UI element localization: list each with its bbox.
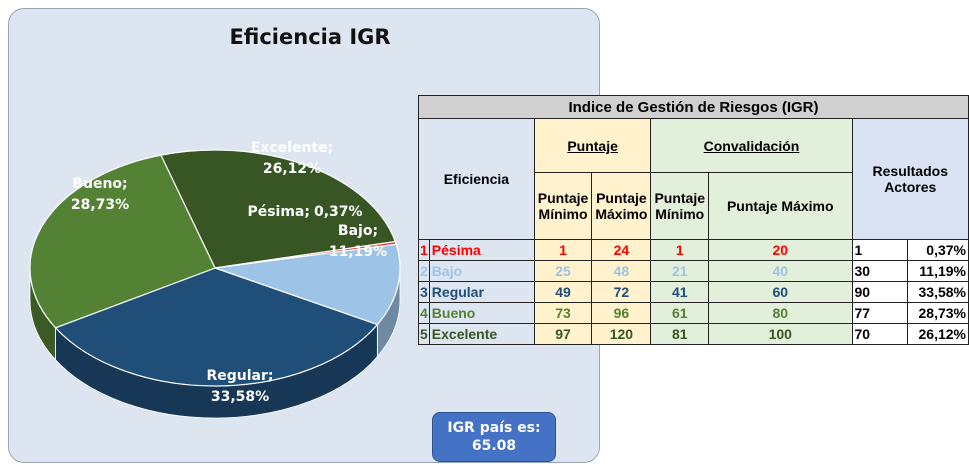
table-row: 1 Pésima 1 24 1 20 1 0,37% — [418, 239, 969, 261]
table-cell: 20 — [708, 239, 853, 261]
table-cell: 1 — [851, 239, 909, 261]
table-cell: 90 — [851, 281, 909, 303]
slice-label: Regular; 33,58% — [206, 368, 273, 405]
table-cell: 73 — [533, 302, 593, 324]
table-cell: 28,73% — [907, 302, 969, 324]
table-cell: 60 — [708, 281, 853, 303]
slice-value: 0,37% — [314, 204, 363, 220]
table-cell: 77 — [851, 302, 909, 324]
header-cell: Puntaje Mínimo — [650, 172, 710, 240]
table-cell: 25 — [533, 260, 593, 282]
slice-category: Excelente; — [251, 140, 333, 156]
pie-slice — [160, 149, 397, 269]
table-cell: 4 — [418, 302, 430, 324]
table-cell: 49 — [533, 281, 593, 303]
table-cell: 1 — [533, 239, 593, 261]
table-cell: Pésima — [428, 239, 535, 261]
header-cell: Puntaje Máximo — [708, 172, 853, 240]
table-cell: 0,37% — [907, 239, 969, 261]
igr-box: IGR país es: 65.08 — [432, 412, 556, 462]
table-cell: 100 — [708, 323, 853, 345]
slice-category: Bajo; — [338, 223, 378, 239]
pie-slice — [29, 154, 216, 329]
pie-slice — [214, 243, 401, 326]
chart-title: Eficiencia IGR — [229, 25, 390, 49]
table-row: 3 Regular 49 72 41 60 90 33,58% — [418, 281, 969, 303]
header-cell: Puntaje Mínimo — [533, 172, 593, 240]
table-row: 4 Bueno 73 96 61 80 77 28,73% — [418, 302, 969, 324]
table-cell: 61 — [650, 302, 710, 324]
slice-label: Pésima; 0,37% — [247, 204, 362, 220]
table-cell: 96 — [591, 302, 652, 324]
slice-value: 26,12% — [263, 161, 321, 177]
pie-slice — [54, 267, 379, 387]
header-cell: Puntaje — [533, 117, 652, 174]
table-cell: 41 — [650, 281, 710, 303]
table-cell: 1 — [418, 239, 430, 261]
table-cell: 26,12% — [907, 323, 969, 345]
table-cell: 30 — [851, 260, 909, 282]
box-value: 65.08 — [471, 438, 517, 454]
header-cell: Puntaje Máximo — [591, 172, 652, 240]
igr-table: Indice de Gestión de Riesgos (IGR) Efici… — [418, 95, 969, 345]
header-cell: Convalidación — [650, 117, 853, 174]
table-cell: Regular — [428, 281, 535, 303]
table-cell: 48 — [591, 260, 652, 282]
slice-label: Bajo; 11,19% — [329, 223, 387, 260]
table-cell: Bueno — [428, 302, 535, 324]
box-label: IGR país es: — [447, 420, 541, 436]
table-cell: 81 — [650, 323, 710, 345]
table-cell: 5 — [418, 323, 430, 345]
header-cell: Resultados Actores — [851, 118, 969, 240]
table-cell: 33,58% — [907, 281, 969, 303]
table-cell: Bajo — [428, 260, 535, 282]
table-row: 5 Excelente 97 120 81 100 70 26,12% — [418, 323, 969, 345]
table-cell: 24 — [591, 239, 652, 261]
table-cell: 72 — [591, 281, 652, 303]
table-cell: 11,19% — [907, 260, 969, 282]
slice-category: Regular; — [206, 368, 273, 384]
header-cell: Eficiencia — [418, 118, 535, 240]
table-cell: 97 — [533, 323, 593, 345]
table-row: 2 Bajo 25 48 21 40 30 11,19% — [418, 260, 969, 282]
slice-value: 11,19% — [329, 244, 387, 260]
table-cell: 120 — [591, 323, 652, 345]
table-cell: 40 — [708, 260, 853, 282]
table-cell: Excelente — [428, 323, 535, 345]
slice-label: Bueno; 28,73% — [71, 176, 129, 213]
slice-category: Pésima; — [247, 204, 310, 220]
slice-value: 28,73% — [71, 197, 129, 213]
table-cell: 70 — [851, 323, 909, 345]
table-cell: 2 — [418, 260, 430, 282]
table-cell: 1 — [650, 239, 710, 261]
slice-label: Excelente; 26,12% — [251, 140, 333, 177]
table-title: Indice de Gestión de Riesgos (IGR) — [418, 95, 969, 119]
table-cell: 21 — [650, 260, 710, 282]
slice-value: 33,58% — [211, 389, 269, 405]
slice-category: Bueno; — [72, 176, 127, 192]
table-cell: 80 — [708, 302, 853, 324]
table-cell: 3 — [418, 281, 430, 303]
